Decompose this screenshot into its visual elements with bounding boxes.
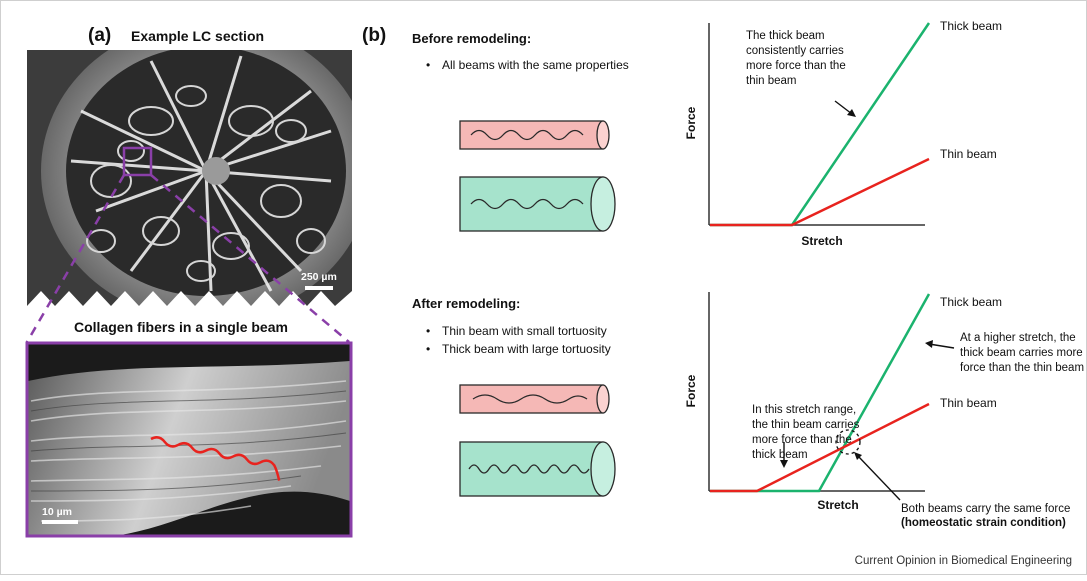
scale-bar-label-top: 250 µm xyxy=(301,271,337,283)
before-heading: Before remodeling: xyxy=(412,31,531,46)
chart-after-thick-line xyxy=(710,293,931,493)
chart-after-annotation-left: In this stretch range, the thin beam car… xyxy=(752,404,863,461)
fiber-trace xyxy=(150,436,281,481)
collagen-micrograph xyxy=(28,344,350,535)
chart-before-ylabel: Force xyxy=(684,106,698,139)
after-bullet-1: Thin beam with small tortuosity xyxy=(442,324,607,338)
before-thick-beam xyxy=(459,176,616,232)
chart-after-ylabel: Force xyxy=(684,374,698,407)
after-thin-beam xyxy=(459,384,610,414)
chart-after-arrowhead-right xyxy=(925,340,933,348)
chart-before-xlabel: Stretch xyxy=(801,234,842,248)
before-bullet-1: All beams with the same properties xyxy=(442,58,629,72)
before-thin-beam xyxy=(459,120,610,150)
chart-before-arrowhead xyxy=(847,109,856,117)
inset-frame xyxy=(25,341,353,538)
chart-after-arrowhead-left xyxy=(780,460,788,468)
after-bullet-2: Thick beam with large tortuosity xyxy=(442,342,611,356)
chart-after-annotation-bottom: Both beams carry the same force xyxy=(901,503,1070,515)
zoom-line-right xyxy=(150,174,350,343)
after-bullet-mark-2: • xyxy=(426,342,430,356)
chart-before-annotation: The thick beam consistently carries more… xyxy=(746,30,849,87)
zoom-line-left xyxy=(25,174,126,343)
chart-after-arrow-right xyxy=(928,343,955,349)
chart-after-xlabel: Stretch xyxy=(817,498,858,512)
after-thick-beam xyxy=(459,441,616,497)
chart-after-annotation-right: At a higher stretch, the thick beam carr… xyxy=(960,332,1086,374)
panel-b-letter: (b) xyxy=(362,25,386,46)
equilibrium-circle xyxy=(835,429,861,455)
chart-after-annotation-bottom-bold: (homeostatic strain condition) xyxy=(901,517,1066,529)
chart-after-arrowhead-bottom xyxy=(854,452,862,460)
chart-after: Force Stretch Thick beam Thin beam At a … xyxy=(684,292,1086,529)
panel-a-letter: (a) xyxy=(88,25,111,46)
scale-bar-bottom xyxy=(42,520,78,524)
journal-credit: Current Opinion in Biomedical Engineerin… xyxy=(855,555,1072,567)
chart-before-legend-thick: Thick beam xyxy=(940,19,1002,33)
chart-before-thin-line xyxy=(710,157,930,227)
chart-before-legend-thin: Thin beam xyxy=(940,147,997,161)
after-heading: After remodeling: xyxy=(412,296,520,311)
roi-box xyxy=(122,146,153,177)
panel-a-title: Example LC section xyxy=(131,28,264,44)
after-bullet-mark-1: • xyxy=(426,324,430,338)
chart-after-thin-line xyxy=(710,402,930,493)
chart-after-legend-thin: Thin beam xyxy=(940,396,997,410)
scale-bar-top xyxy=(305,286,333,290)
chart-after-arrow-bottom xyxy=(857,455,901,501)
inset-title: Collagen fibers in a single beam xyxy=(74,319,288,335)
chart-before-annotation-arrow xyxy=(834,100,853,115)
lc-micrograph xyxy=(27,50,352,306)
chart-after-legend-thick: Thick beam xyxy=(940,295,1002,309)
before-bullet-mark: • xyxy=(426,58,430,72)
scale-bar-label-bottom: 10 µm xyxy=(42,506,72,518)
chart-before: Force Stretch Thick beam Thin beam The t… xyxy=(684,19,1002,248)
